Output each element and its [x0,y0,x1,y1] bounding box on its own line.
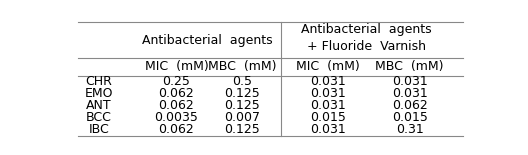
Text: BCC: BCC [86,111,112,124]
Text: 0.007: 0.007 [224,111,260,124]
Text: MIC  (mM): MIC (mM) [296,60,360,73]
Text: 0.062: 0.062 [158,87,194,100]
Text: 0.031: 0.031 [310,87,346,100]
Text: MBC  (mM): MBC (mM) [208,60,276,73]
Text: 0.031: 0.031 [392,87,428,100]
Text: IBC: IBC [88,123,109,136]
Text: 0.031: 0.031 [310,123,346,136]
Text: MBC  (mM): MBC (mM) [375,60,444,73]
Text: 0.125: 0.125 [224,87,260,100]
Text: 0.031: 0.031 [310,75,346,88]
Text: 0.0035: 0.0035 [155,111,199,124]
Text: 0.062: 0.062 [392,99,428,112]
Text: 0.125: 0.125 [224,99,260,112]
Text: 0.015: 0.015 [310,111,346,124]
Text: 0.062: 0.062 [158,99,194,112]
Text: 0.5: 0.5 [232,75,252,88]
Text: 0.062: 0.062 [158,123,194,136]
Text: ANT: ANT [86,99,111,112]
Text: 0.031: 0.031 [310,99,346,112]
Text: CHR: CHR [86,75,112,88]
Text: 0.125: 0.125 [224,123,260,136]
Text: 0.31: 0.31 [396,123,423,136]
Text: 0.25: 0.25 [163,75,191,88]
Text: Antibacterial  agents
+ Fluoride  Varnish: Antibacterial agents + Fluoride Varnish [301,23,432,53]
Text: MIC  (mM): MIC (mM) [145,60,209,73]
Text: 0.015: 0.015 [392,111,428,124]
Text: EMO: EMO [84,87,113,100]
Text: Antibacterial  agents: Antibacterial agents [142,34,272,47]
Text: 0.031: 0.031 [392,75,428,88]
